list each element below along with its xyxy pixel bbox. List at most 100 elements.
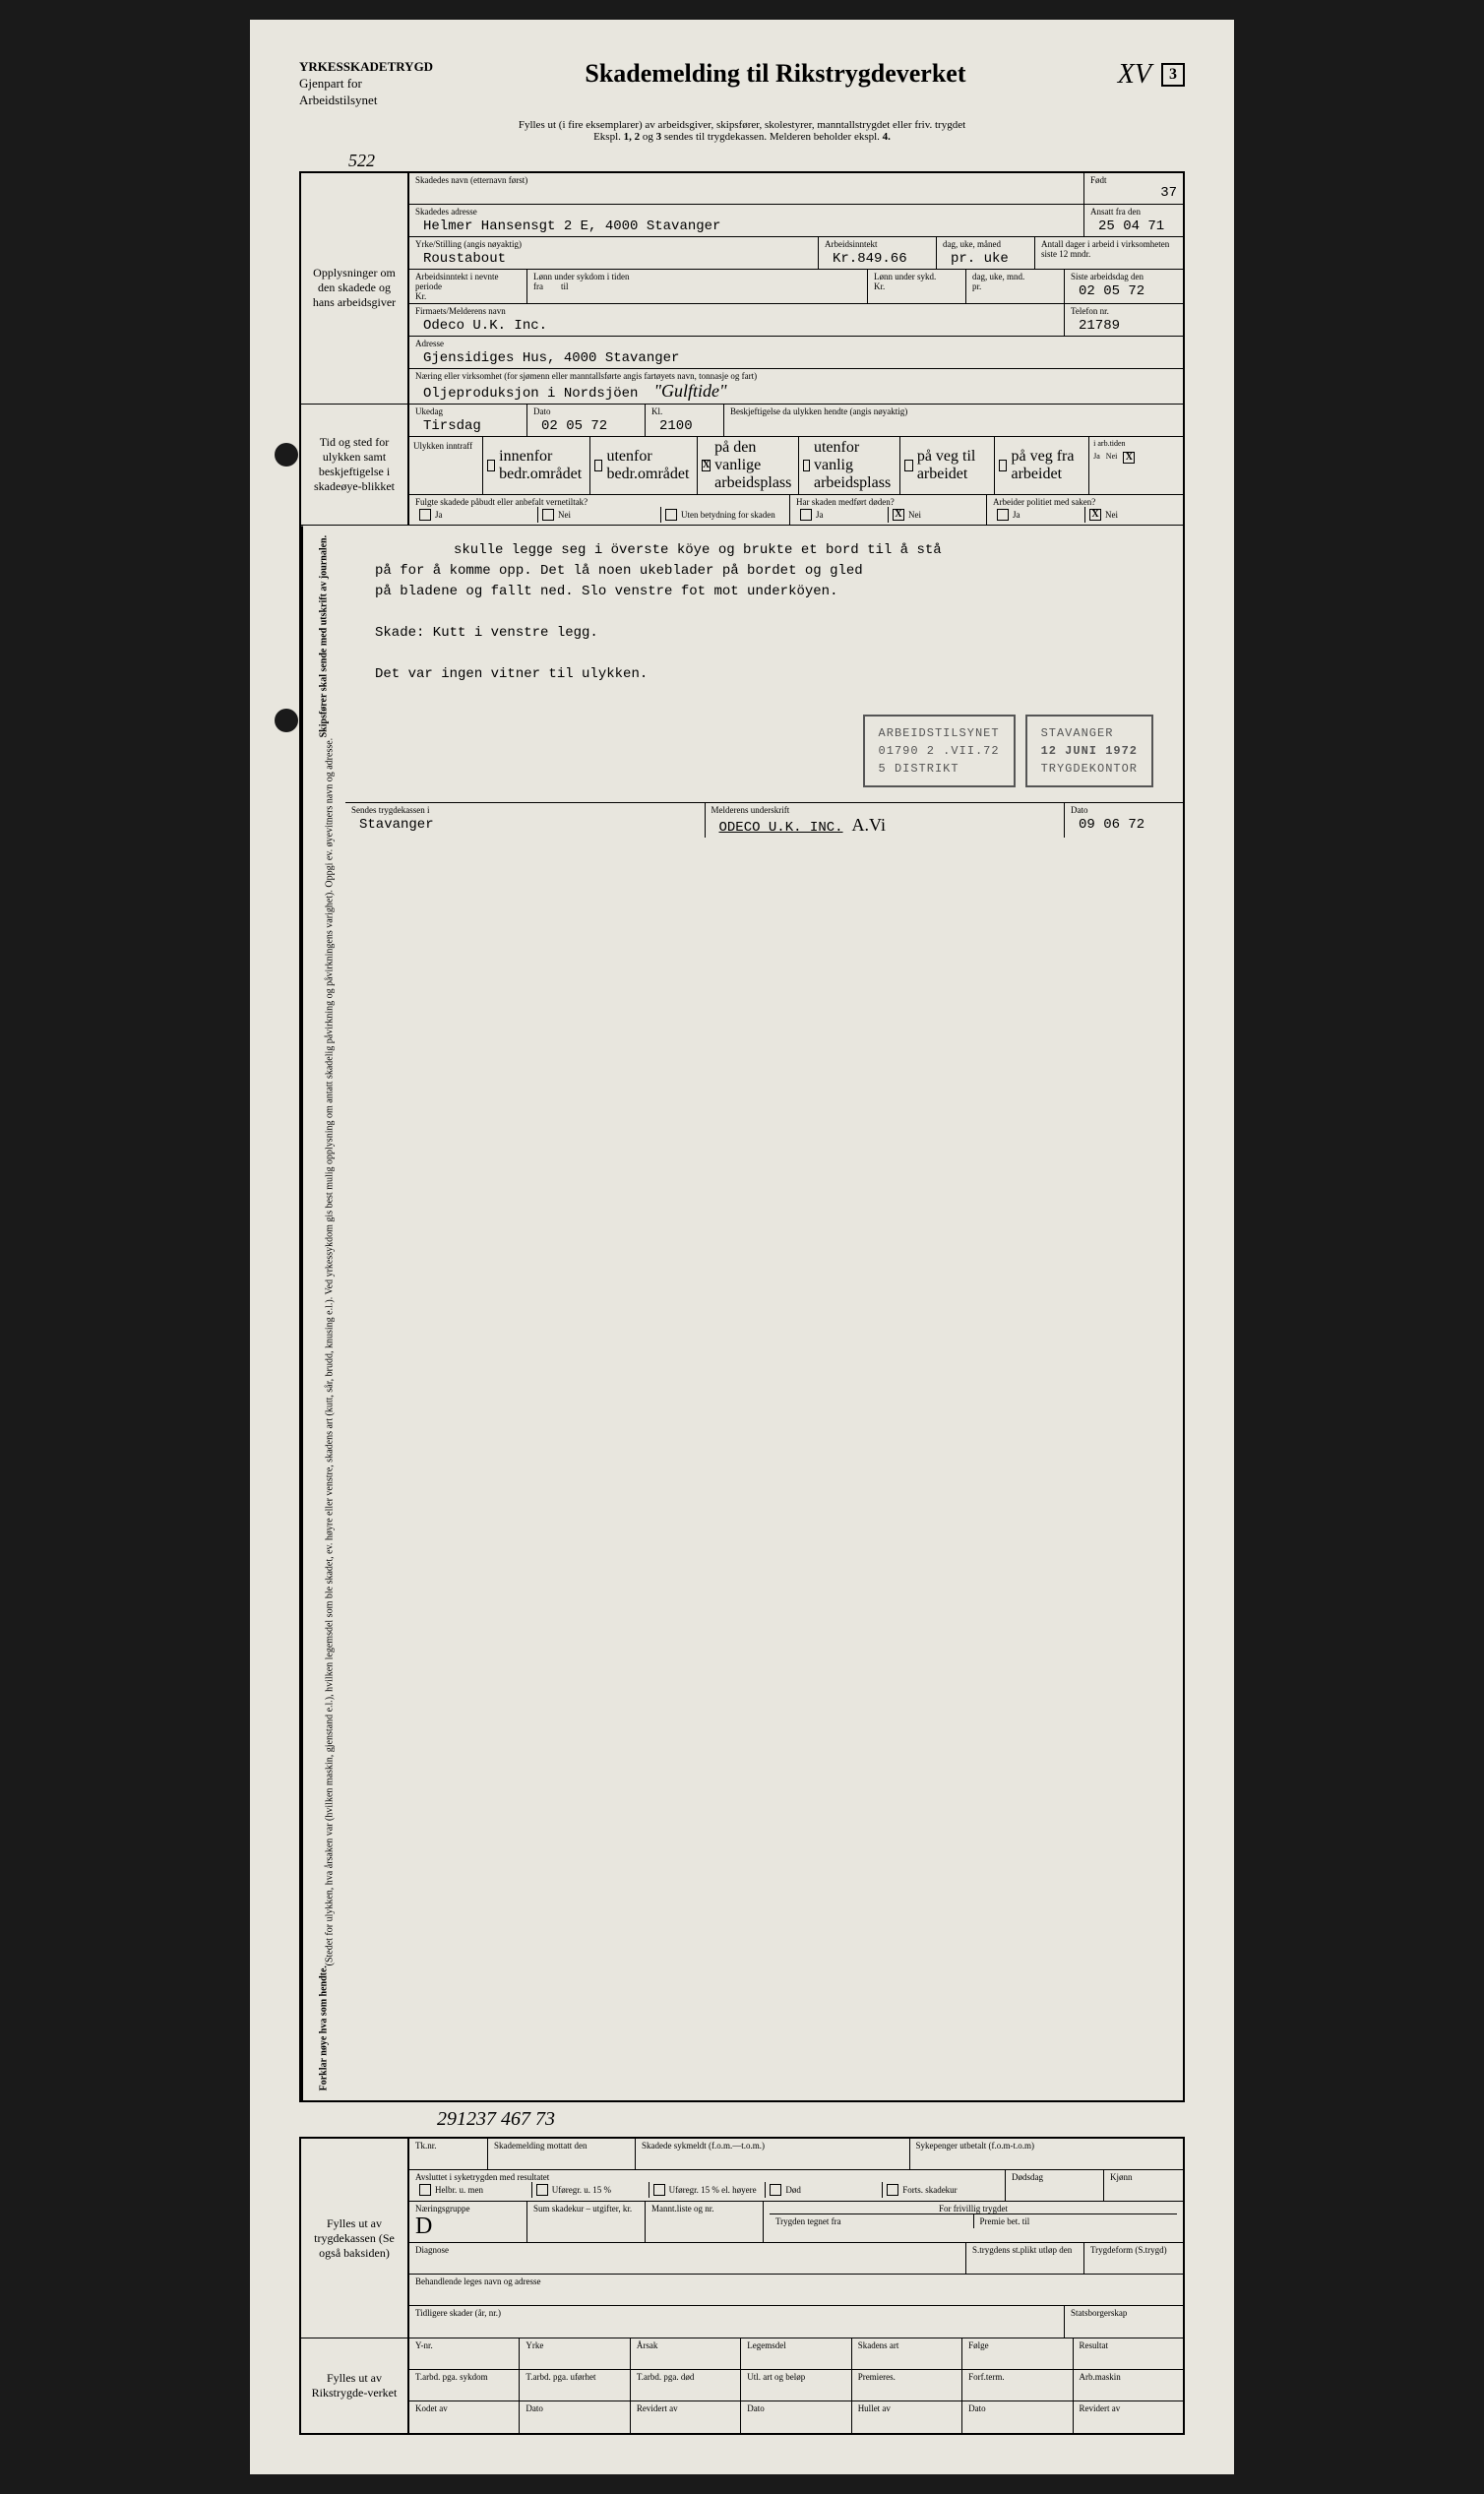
- checkbox[interactable]: [770, 2184, 781, 2196]
- label: Dødsdag: [1012, 2172, 1097, 2182]
- label: T.arbd. pga. død: [637, 2372, 734, 2382]
- checkbox[interactable]: [665, 509, 677, 521]
- checkbox[interactable]: [800, 509, 812, 521]
- org-name: YRKESSKADETRYGD: [299, 59, 433, 76]
- label: Fulgte skadede påbudt eller anbefalt ver…: [415, 497, 783, 507]
- section-trygdekassen: Fylles ut av trygdekassen (Se også baksi…: [299, 2137, 1185, 2435]
- checkbox[interactable]: [536, 2184, 548, 2196]
- label: Revidert av: [637, 2403, 734, 2413]
- label: Kr.: [415, 291, 521, 301]
- form-title: Skademelding til Rikstrygdeverket: [433, 59, 1118, 89]
- checkbox[interactable]: [594, 460, 603, 471]
- label: Legemsdel: [747, 2340, 844, 2350]
- sign-value: ODECO U.K. INC.: [711, 820, 843, 836]
- header: YRKESSKADETRYGD Gjenpart for Arbeidstils…: [299, 59, 1185, 109]
- employed-value: 25 04 71: [1090, 218, 1164, 234]
- label: Ukedag: [415, 406, 521, 416]
- checkbox[interactable]: [419, 509, 431, 521]
- checkbox[interactable]: [487, 460, 495, 471]
- label: Sykepenger utbetalt (f.o.m-t.o.m): [916, 2141, 1178, 2151]
- instructions: Fylles ut (i fire eksemplarer) av arbeid…: [299, 119, 1185, 143]
- label: Nei: [1106, 452, 1118, 464]
- occupation-value: Roustabout: [415, 251, 506, 267]
- label: Dato: [968, 2403, 1066, 2413]
- firm-addr-value: Gjensidiges Hus, 4000 Stavanger: [415, 350, 679, 366]
- label: Ja: [435, 510, 443, 520]
- form-number-box: 3: [1161, 63, 1185, 87]
- form-page: YRKESSKADETRYGD Gjenpart for Arbeidstils…: [250, 20, 1234, 2474]
- label: Uten betydning for skaden: [681, 510, 775, 520]
- label: Skadedes adresse: [415, 207, 1078, 217]
- label: Avsluttet i syketrygden med resultatet: [415, 2172, 999, 2182]
- checkbox[interactable]: [419, 2184, 431, 2196]
- label: Skadens art: [858, 2340, 956, 2350]
- section-rikstrygdeverket: Fylles ut av Rikstrygde-verket Y-nr. Yrk…: [301, 2338, 1183, 2433]
- label: Kl.: [651, 406, 717, 416]
- label: Skadede sykmeldt (f.o.m.—t.o.m.): [642, 2141, 903, 2151]
- label: Y-nr.: [415, 2340, 513, 2350]
- label: Helbr. u. men: [435, 2185, 483, 2195]
- stamp-line: STAVANGER: [1041, 724, 1138, 742]
- checkbox[interactable]: [803, 460, 810, 471]
- label: Utl. art og beløp: [747, 2372, 844, 2382]
- checkbox[interactable]: [887, 2184, 898, 2196]
- label: Skademelding mottatt den: [494, 2141, 629, 2151]
- label: Premieres.: [858, 2372, 956, 2382]
- label: Revidert av: [1080, 2403, 1177, 2413]
- label: Har skaden medført døden?: [796, 497, 980, 507]
- label: Arbeidsinntekt: [825, 239, 930, 249]
- checkbox[interactable]: X: [1123, 452, 1135, 464]
- narrative-line: på for å komme opp. Det lå noen ukeblade…: [375, 561, 1153, 582]
- punch-hole: [275, 443, 298, 467]
- narrative-line: skulle legge seg i överste köye og brukt…: [375, 540, 1153, 561]
- label: Melderens underskrift: [711, 805, 1059, 815]
- narrative-line: på bladene og fallt ned. Slo venstre fot…: [375, 582, 1153, 602]
- narrative-label: Forklar nøye hva som hendte.(Stedet for …: [301, 526, 345, 2100]
- label: Næringsgruppe: [415, 2204, 521, 2213]
- section4-label: Fylles ut av Rikstrygde-verket: [301, 2338, 409, 2433]
- label: S.trygdens st.plikt utløp den: [972, 2245, 1078, 2255]
- checkbox[interactable]: X: [1089, 509, 1101, 521]
- label: Uføregr. 15 % el. høyere: [669, 2185, 757, 2195]
- handwritten-number: 522: [348, 151, 1185, 171]
- checkbox[interactable]: [904, 460, 912, 471]
- label: Tk.nr.: [415, 2141, 481, 2151]
- label: Lønn under sykdom i tiden: [533, 272, 861, 281]
- weekday-value: Tirsdag: [415, 418, 481, 434]
- label: Sum skadekur – utgifter, kr.: [533, 2204, 639, 2213]
- stamp-line: TRYGDEKONTOR: [1041, 760, 1138, 778]
- label: innenfor bedr.området: [499, 448, 586, 483]
- label: Tidligere skader (år, nr.): [415, 2308, 1058, 2318]
- label: Dato: [526, 2403, 623, 2413]
- handwritten-mark: XV: [1118, 59, 1151, 91]
- label: T.arbd. pga. uførhet: [526, 2372, 623, 2382]
- checkbox[interactable]: [997, 509, 1009, 521]
- label: Resultat: [1080, 2340, 1177, 2350]
- checkbox[interactable]: X: [702, 460, 711, 471]
- label: Telefon nr.: [1071, 306, 1177, 316]
- checkbox[interactable]: [653, 2184, 665, 2196]
- label: Arbeidsinntekt i nevnte periode: [415, 272, 521, 291]
- punch-hole: [275, 709, 298, 732]
- label: Dato: [747, 2403, 844, 2413]
- header-right: XV 3: [1118, 59, 1185, 91]
- label: Næring eller virksomhet (for sjømenn ell…: [415, 371, 1177, 381]
- label: Lønn under sykd.: [874, 272, 959, 281]
- label: Kjønn: [1110, 2172, 1177, 2182]
- section-narrative: Forklar nøye hva som hendte.(Stedet for …: [301, 526, 1183, 2100]
- label: Ja: [1093, 452, 1100, 464]
- industry-value: Oljeproduksjon i Nordsjöen: [415, 386, 638, 402]
- checkbox[interactable]: [542, 509, 554, 521]
- stamp-line: 12 JUNI 1972: [1041, 742, 1138, 760]
- label: Trygdeform (S.trygd): [1090, 2245, 1177, 2255]
- label: Ja: [1013, 510, 1020, 520]
- label: Behandlende leges navn og adresse: [415, 2276, 1177, 2286]
- stamp-line: ARBEIDSTILSYNET: [879, 724, 1000, 742]
- phone-value: 21789: [1071, 318, 1120, 334]
- label: Sendes trygdekassen i: [351, 805, 699, 815]
- label: Hullet av: [858, 2403, 956, 2413]
- checkbox[interactable]: [999, 460, 1007, 471]
- checkbox[interactable]: X: [893, 509, 904, 521]
- label: Kodet av: [415, 2403, 513, 2413]
- label: pr.: [972, 281, 1058, 291]
